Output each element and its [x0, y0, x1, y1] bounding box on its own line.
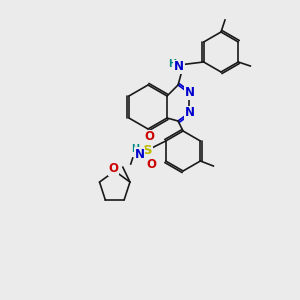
Text: H: H [131, 144, 139, 154]
Text: O: O [109, 163, 119, 176]
Text: N: N [185, 86, 195, 100]
Text: H: H [168, 59, 176, 69]
Text: O: O [147, 158, 157, 170]
Text: N: N [185, 106, 195, 119]
Text: N: N [135, 148, 145, 160]
Text: N: N [174, 61, 184, 74]
Text: S: S [143, 145, 152, 158]
Text: O: O [145, 130, 155, 143]
